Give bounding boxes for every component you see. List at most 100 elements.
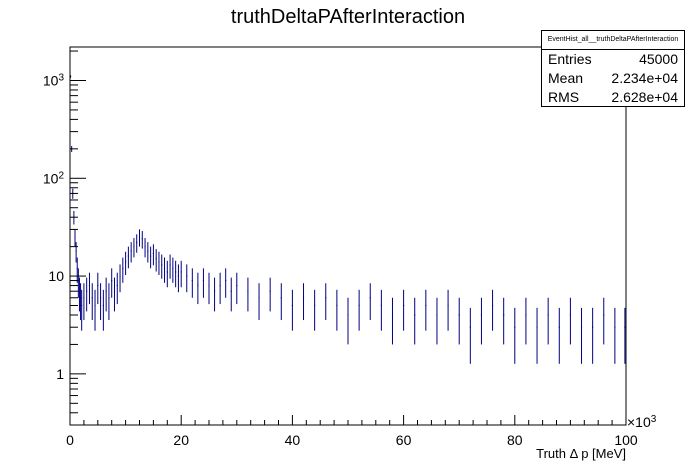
stats-row-mean: Mean 2.234e+04 — [542, 69, 684, 88]
stats-value: 2.234e+04 — [611, 70, 678, 86]
y-tick-label: 1 — [56, 366, 64, 382]
histogram-bin — [97, 272, 99, 305]
histogram-bin — [180, 260, 182, 288]
histogram-bin — [314, 289, 316, 331]
histogram-bin — [503, 297, 505, 345]
histogram-bin — [113, 277, 116, 312]
histogram-bin — [302, 283, 305, 321]
y-tick-label: 10 — [48, 268, 64, 284]
histogram-bin — [558, 307, 560, 364]
chart-title: truthDeltaPAfterInteraction — [230, 6, 466, 28]
histogram-bin — [138, 229, 141, 247]
histogram-bin — [122, 257, 124, 283]
histogram-bin — [130, 242, 132, 263]
histogram-bin — [111, 268, 113, 298]
histogram-bin — [102, 289, 104, 331]
stats-row-entries: Entries 45000 — [542, 50, 684, 69]
x-tick-label: 0 — [66, 432, 74, 448]
histogram-bin — [458, 297, 460, 345]
histogram-bin — [380, 289, 382, 331]
x-axis-exponent: ×103 — [627, 414, 657, 431]
histogram-bin — [175, 260, 177, 288]
histogram-bin — [166, 260, 168, 288]
histogram-bin — [614, 307, 616, 364]
histogram-bin — [136, 234, 138, 253]
histogram-bin — [125, 251, 127, 275]
histogram-bin — [172, 257, 174, 283]
histogram-bin — [150, 246, 152, 269]
histogram-bin — [76, 257, 78, 283]
histogram-bin — [525, 297, 527, 345]
histogram-bin — [133, 238, 135, 258]
histogram-bin — [91, 283, 93, 321]
x-tick-label: 40 — [285, 432, 301, 448]
x-tick-label: 100 — [614, 432, 638, 448]
histogram-bin — [144, 238, 146, 258]
stats-box: EventHist_all__truthDeltaPAfterInteracti… — [541, 30, 685, 107]
x-tick-label: 20 — [173, 432, 189, 448]
histogram-bin — [80, 283, 82, 321]
histogram-bin — [208, 272, 210, 305]
y-tick-label: 103 — [43, 72, 65, 89]
histogram-bin — [77, 268, 79, 298]
y-tick-label: 102 — [43, 170, 65, 187]
histogram-bin — [214, 277, 216, 312]
histogram-bin — [83, 283, 85, 321]
histogram-bin — [225, 268, 227, 298]
histogram-bin — [163, 257, 166, 283]
histogram-bin — [447, 289, 449, 331]
histogram-bin — [197, 272, 199, 305]
histogram-bin — [492, 289, 494, 331]
histogram-bin — [514, 307, 516, 364]
histogram-bin — [169, 254, 171, 279]
histogram-bin — [155, 249, 157, 272]
histogram-bin — [347, 297, 349, 345]
histogram-bin — [230, 277, 232, 312]
x-tick-label: 80 — [507, 432, 523, 448]
histogram-bin — [161, 254, 163, 279]
histogram-bin — [536, 307, 538, 364]
stats-row-rms: RMS 2.628e+04 — [542, 88, 684, 107]
histogram-bin — [94, 289, 96, 331]
histogram-bin — [74, 229, 76, 247]
stats-label: Mean — [548, 70, 584, 86]
histogram-bin — [100, 283, 102, 321]
histogram-bin — [414, 297, 416, 345]
histogram-bin — [269, 277, 271, 312]
histogram-bin — [358, 289, 360, 331]
histogram-bin — [603, 297, 605, 345]
histogram-bin — [119, 264, 121, 293]
histogram-bin — [403, 289, 405, 331]
histogram-bin — [247, 277, 249, 312]
histogram-bin — [152, 244, 154, 266]
histogram-bin — [202, 268, 204, 298]
histogram-bin — [219, 272, 221, 305]
histogram-bin — [236, 272, 238, 305]
histogram-bin — [624, 307, 626, 364]
histogram-bin — [141, 231, 143, 249]
histogram-bin — [291, 289, 293, 331]
histogram-bin — [105, 277, 107, 312]
histogram-bin — [569, 297, 571, 345]
histogram-bin — [592, 307, 594, 364]
x-tick-label: 60 — [396, 432, 412, 448]
histogram-bin — [336, 289, 338, 331]
histogram-bin — [280, 283, 282, 321]
histogram-bin — [369, 283, 371, 321]
stats-label: Entries — [548, 51, 592, 67]
histogram-bin — [391, 297, 394, 345]
histogram-bin — [186, 264, 188, 293]
histogram-bin — [258, 283, 260, 321]
histogram-bin — [73, 210, 75, 225]
histogram-bin — [86, 277, 88, 312]
histogram-bin — [469, 307, 471, 364]
stats-label: RMS — [548, 89, 580, 105]
histogram-bin — [158, 251, 160, 275]
histogram-bin — [116, 272, 118, 305]
histogram-bin — [425, 289, 427, 331]
histogram-marks — [70, 75, 626, 364]
histogram-bin — [580, 307, 583, 364]
histogram-bin — [547, 297, 549, 345]
axis-ticks: 0 20 40 60 80 100 1 10 102 103 — [43, 50, 638, 448]
